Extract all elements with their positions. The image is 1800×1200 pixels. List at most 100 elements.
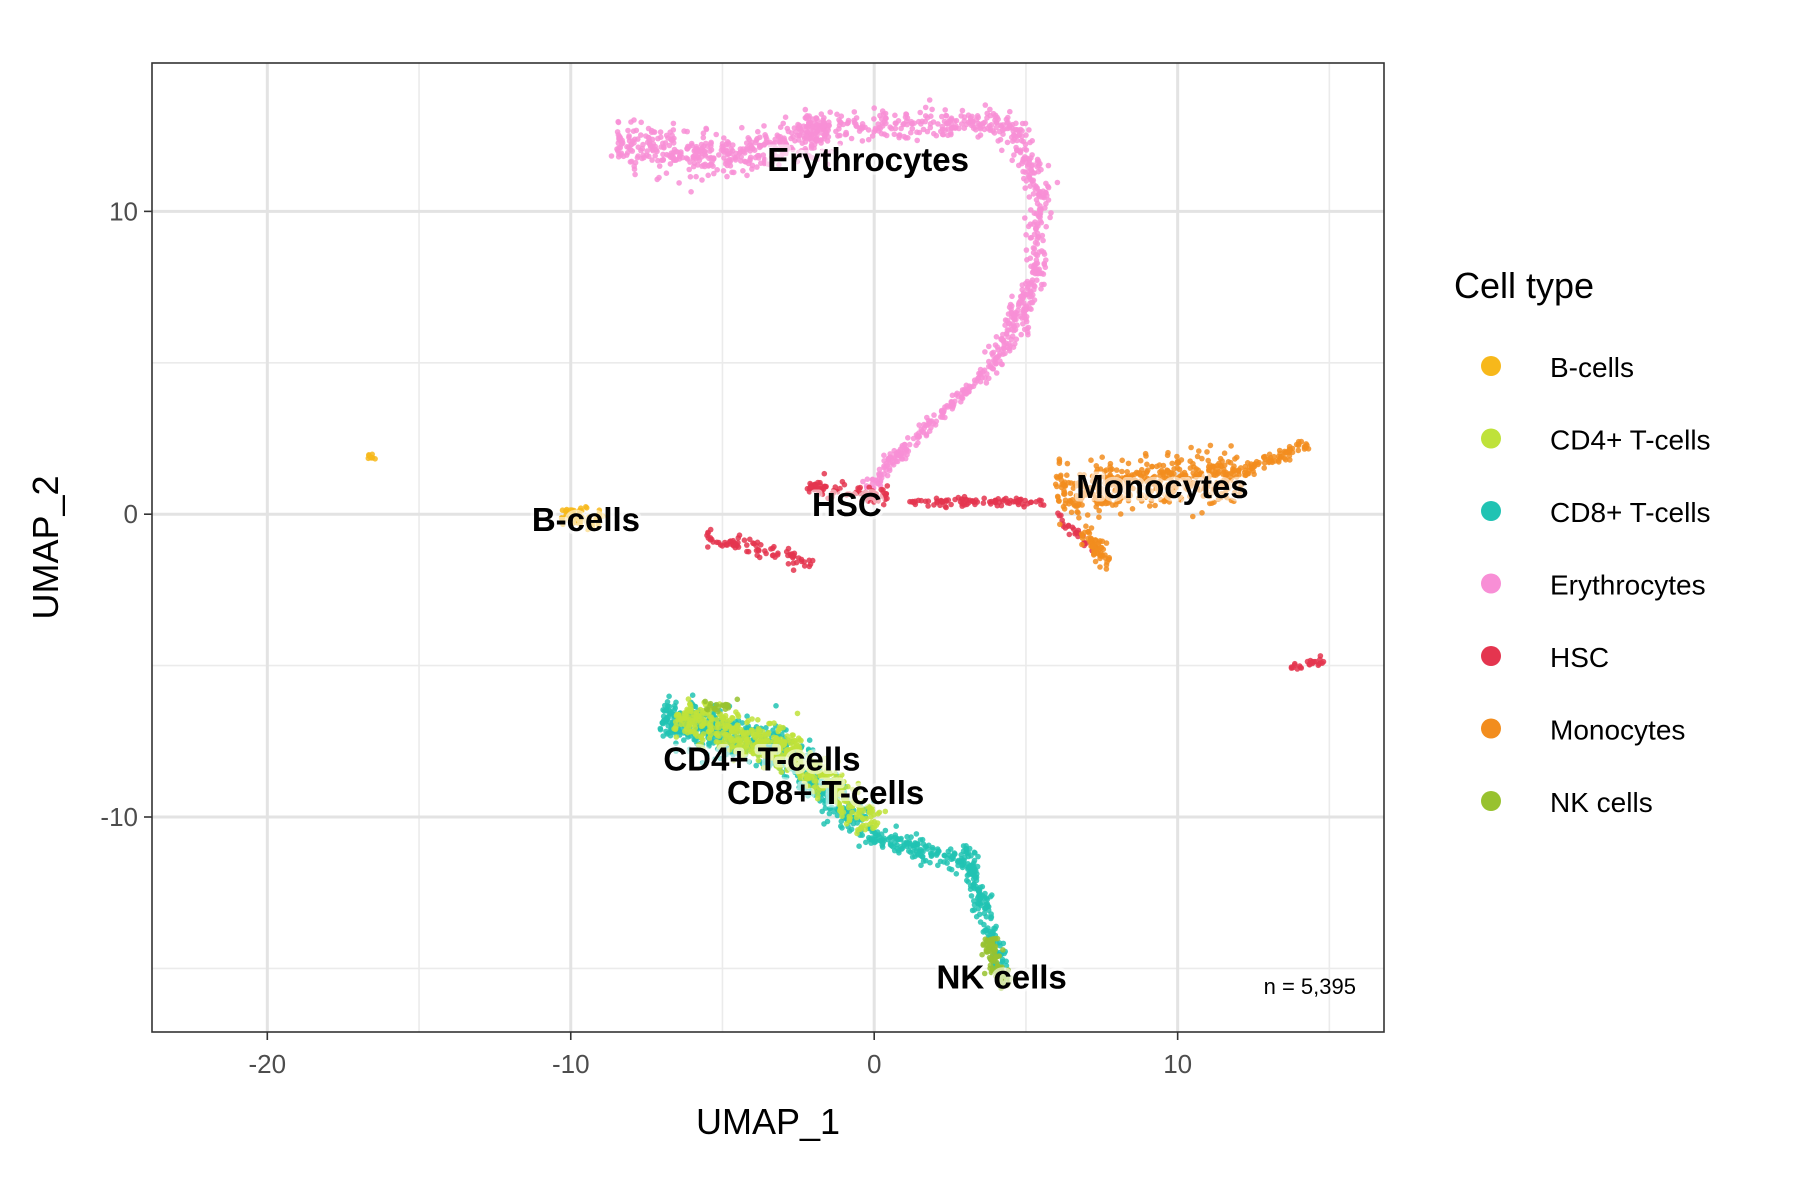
data-point [827,109,833,115]
data-point [1067,498,1074,505]
data-point [1031,282,1037,288]
x-tick-label: -10 [552,1049,590,1079]
data-point [1000,947,1006,953]
data-point [1061,489,1068,496]
data-point [619,141,625,147]
data-point [892,112,898,119]
data-point [648,127,655,134]
data-point [1021,146,1028,152]
data-point [821,119,827,126]
data-point [707,148,713,154]
data-point [1116,498,1123,505]
data-point [970,118,976,125]
data-point [695,162,701,168]
data-point [950,854,956,860]
data-point [893,450,899,457]
data-point [1022,215,1028,221]
data-point [837,132,843,139]
data-point [638,132,644,138]
data-point [1027,255,1034,261]
data-point [769,159,776,165]
series-b-cells [365,451,606,533]
data-point [719,702,726,708]
data-point [1020,168,1026,175]
data-point [1119,457,1125,464]
data-point [1303,441,1309,447]
data-point [818,140,824,146]
data-point [660,720,666,727]
data-point [714,730,721,736]
data-point [1006,341,1012,347]
data-point [971,907,977,913]
data-point [702,698,708,705]
data-point [1022,155,1029,162]
data-point [1167,470,1174,476]
data-point [650,144,656,150]
data-point [939,113,945,120]
data-point [974,863,981,870]
data-point [766,720,772,727]
data-point [1077,483,1084,490]
data-point [1126,476,1133,482]
data-point [595,517,601,524]
data-point [989,892,995,898]
data-point [796,132,803,139]
data-point [996,128,1003,135]
data-point [1158,467,1165,474]
data-point [1261,465,1267,471]
data-point [848,826,855,833]
legend-label: HSC [1550,642,1609,673]
data-point [815,479,821,486]
data-point [747,536,753,543]
data-point [1030,177,1037,184]
data-point [703,126,710,133]
data-point [909,854,916,860]
data-point [1000,331,1006,338]
data-point [1125,485,1132,491]
data-point [569,520,575,526]
data-point [943,113,950,119]
data-point [1031,210,1038,216]
data-point [1025,173,1032,179]
data-point [1199,510,1205,516]
data-point [1103,566,1110,572]
data-point [745,548,752,555]
data-point [1102,474,1108,480]
data-point [987,501,994,507]
data-point [982,102,989,108]
data-point [635,136,641,142]
data-point [1083,523,1089,529]
data-point [895,118,902,124]
cluster-label: Monocytes [1076,468,1248,505]
data-point [803,127,809,133]
data-point [589,522,596,528]
data-point [819,148,826,155]
data-point [872,830,878,836]
data-point [813,115,819,121]
data-point [1186,475,1192,482]
data-point [1106,481,1113,487]
data-point [689,692,696,698]
data-point [1085,528,1091,535]
data-point [818,130,825,136]
data-point [774,153,780,160]
data-point [955,494,962,501]
data-point [725,142,732,148]
data-point [1028,207,1034,213]
data-point [663,170,670,176]
data-point [1012,341,1018,347]
data-point [711,705,717,712]
data-point [988,911,994,917]
data-point [1011,313,1017,319]
data-point [1194,453,1201,460]
data-point [774,132,781,138]
data-point [992,358,998,365]
data-point [1210,482,1216,489]
data-point [586,515,593,521]
data-point [851,109,858,115]
data-point [841,481,848,488]
data-point [596,507,603,513]
data-point [1156,490,1162,496]
data-point [1129,506,1136,512]
